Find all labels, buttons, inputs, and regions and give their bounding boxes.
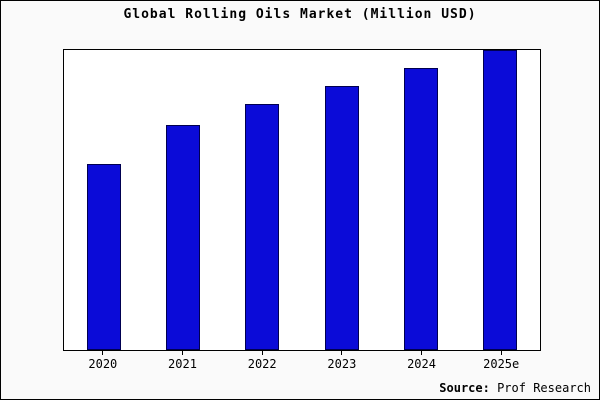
tick-mark: [102, 351, 104, 355]
bar-column-2022: [223, 50, 302, 350]
x-tick-2023: 2023: [302, 351, 382, 371]
tick-mark: [500, 351, 502, 355]
tick-mark: [182, 351, 183, 355]
bar-2025e: [483, 50, 518, 350]
source-attribution: Source: Prof Research: [439, 381, 591, 395]
bar-2024: [403, 68, 438, 350]
bar-2021: [165, 125, 200, 350]
tick-mark: [421, 351, 423, 355]
x-tick-label: 2023: [327, 357, 357, 371]
x-tick-2022: 2022: [222, 351, 302, 371]
tick-mark: [341, 351, 343, 355]
x-tick-label: 2021: [168, 357, 197, 371]
bar-column-2025e: [461, 50, 540, 350]
bar-2022: [245, 104, 280, 350]
bar-column-2023: [302, 50, 381, 350]
x-tick-2021: 2021: [143, 351, 223, 371]
chart-title: Global Rolling Oils Market (Million USD): [123, 7, 477, 22]
x-tick-label: 2024: [407, 357, 436, 371]
x-tick-label: 2022: [247, 357, 277, 371]
tick-mark: [261, 351, 263, 355]
plot-area: [63, 49, 541, 351]
bar-column-2020: [64, 50, 143, 350]
source-value: Prof Research: [489, 381, 591, 395]
bar-2023: [324, 86, 359, 350]
source-label: Source:: [439, 381, 490, 395]
bar-column-2024: [381, 50, 460, 350]
x-tick-2025e: 2025e: [461, 351, 541, 371]
x-axis-labels: 2020 2021 2022 2023 2024 2025e: [63, 351, 541, 371]
x-tick-label: 2025e: [483, 357, 520, 371]
bar-column-2021: [143, 50, 222, 350]
x-tick-2024: 2024: [382, 351, 462, 371]
bar-2020: [86, 164, 121, 350]
x-tick-2020: 2020: [63, 351, 143, 371]
x-tick-label: 2020: [88, 357, 118, 371]
bars-container: [64, 50, 540, 350]
